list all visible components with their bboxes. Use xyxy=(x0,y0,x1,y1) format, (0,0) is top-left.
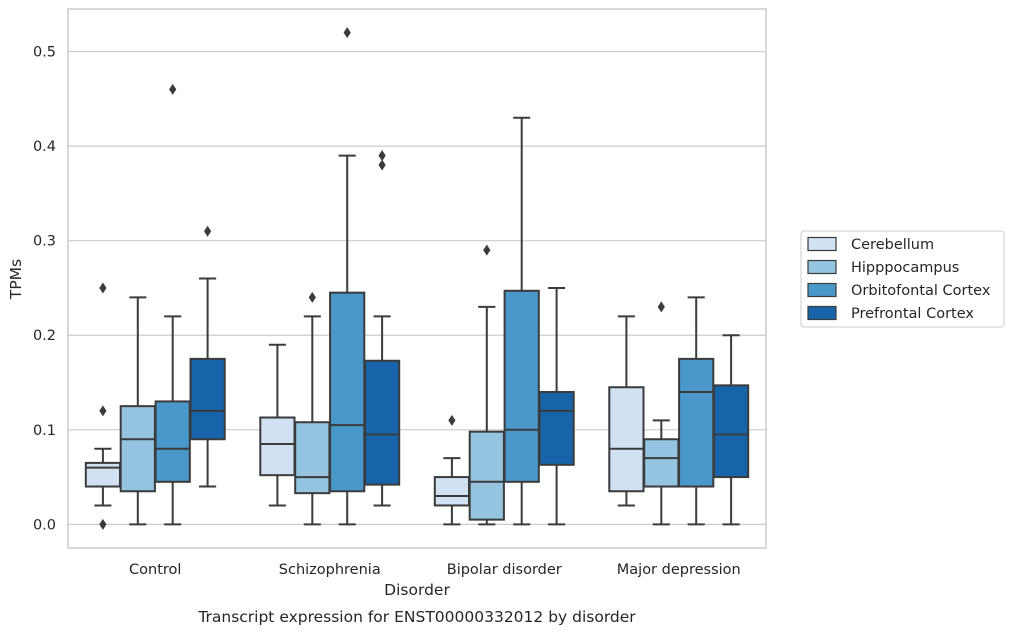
box-1-0 xyxy=(119,296,156,526)
legend-label: Orbitofontal Cortex xyxy=(851,283,991,299)
y-tick-label: 0.3 xyxy=(33,234,56,250)
legend-frame xyxy=(800,230,1005,328)
outlier-point xyxy=(204,225,212,237)
box-3-1 xyxy=(363,150,401,507)
plot-frame xyxy=(67,8,767,549)
box-body xyxy=(678,357,715,488)
box-body xyxy=(84,461,122,488)
outlier-point xyxy=(308,291,316,303)
box-body xyxy=(643,438,680,488)
box-body xyxy=(538,390,575,466)
y-axis-ticks: 0.0 0.1 0.2 0.3 0.4 0.5 xyxy=(33,45,56,534)
legend-swatch xyxy=(807,282,837,298)
box-body xyxy=(608,386,645,493)
boxes xyxy=(84,27,750,530)
outlier-point xyxy=(343,27,351,39)
box-body xyxy=(294,421,331,495)
box-body xyxy=(712,384,750,479)
box-2-1 xyxy=(329,27,366,526)
box-2-2 xyxy=(503,116,540,526)
box-3-0 xyxy=(189,225,226,488)
box-body xyxy=(259,416,296,477)
y-tick-label: 0.5 xyxy=(33,45,56,61)
box-1-3 xyxy=(643,301,680,526)
y-tick-label: 0.4 xyxy=(33,139,56,155)
y-tick-label: 0.1 xyxy=(33,423,56,439)
legend: Cerebellum Hipppocampus Orbitofontal Corte… xyxy=(800,230,1005,328)
box-2-3 xyxy=(678,296,715,526)
x-tick-label: Major depression xyxy=(617,562,741,578)
box-0-0 xyxy=(84,282,122,530)
legend-swatch xyxy=(807,259,837,275)
outlier-point xyxy=(99,518,107,530)
chart-caption: Transcript expression for ENST0000033201… xyxy=(197,608,636,626)
box-body xyxy=(329,291,366,493)
box-body xyxy=(119,405,156,493)
legend-label: Prefrontal Cortex xyxy=(851,306,974,322)
y-axis-label: TPMs xyxy=(7,259,25,300)
y-tick-label: 0.0 xyxy=(33,517,56,533)
x-axis-ticks: Control Schizophrenia Bipolar disorder Majo… xyxy=(129,562,741,578)
box-body xyxy=(503,289,540,483)
outlier-point xyxy=(99,405,107,417)
box-body xyxy=(189,357,226,441)
outlier-point xyxy=(657,301,665,313)
box-body xyxy=(363,359,401,486)
x-tick-label: Control xyxy=(129,562,181,578)
outlier-point xyxy=(448,414,456,426)
x-axis-label: Disorder xyxy=(384,581,450,599)
box-body xyxy=(468,430,505,521)
legend-label: Hipppocampus xyxy=(851,260,959,276)
x-tick-label: Schizophrenia xyxy=(279,562,381,578)
outlier-point xyxy=(99,282,107,294)
outlier-point xyxy=(378,159,386,171)
box-3-2 xyxy=(538,286,575,526)
legend-swatch xyxy=(807,236,837,252)
box-1-1 xyxy=(294,291,331,526)
outlier-point xyxy=(378,150,386,162)
outlier-point xyxy=(483,244,491,256)
box-0-2 xyxy=(433,414,471,526)
legend-label: Cerebellum xyxy=(851,237,934,253)
outlier-point xyxy=(169,83,177,95)
box-3-3 xyxy=(712,334,750,526)
x-tick-label: Bipolar disorder xyxy=(447,562,562,578)
legend-swatch xyxy=(807,305,837,321)
y-tick-label: 0.2 xyxy=(33,328,56,344)
box-0-3 xyxy=(608,315,645,507)
box-0-1 xyxy=(259,343,296,507)
box-body xyxy=(433,476,471,507)
box-1-2 xyxy=(468,244,505,526)
box-2-0 xyxy=(154,83,191,526)
box-body xyxy=(154,400,191,483)
